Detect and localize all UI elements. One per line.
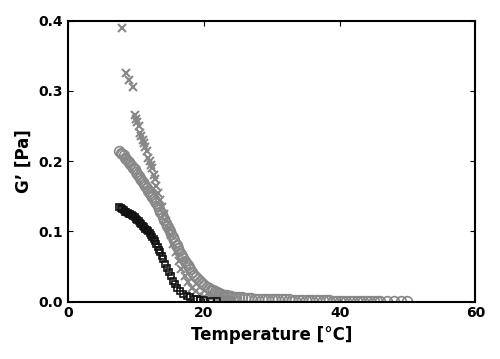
X-axis label: Temperature [°C]: Temperature [°C] xyxy=(191,326,352,344)
Y-axis label: G’ [Pa]: G’ [Pa] xyxy=(15,129,33,193)
